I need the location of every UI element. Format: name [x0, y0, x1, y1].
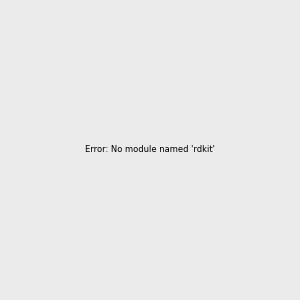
Text: Error: No module named 'rdkit': Error: No module named 'rdkit': [85, 146, 215, 154]
